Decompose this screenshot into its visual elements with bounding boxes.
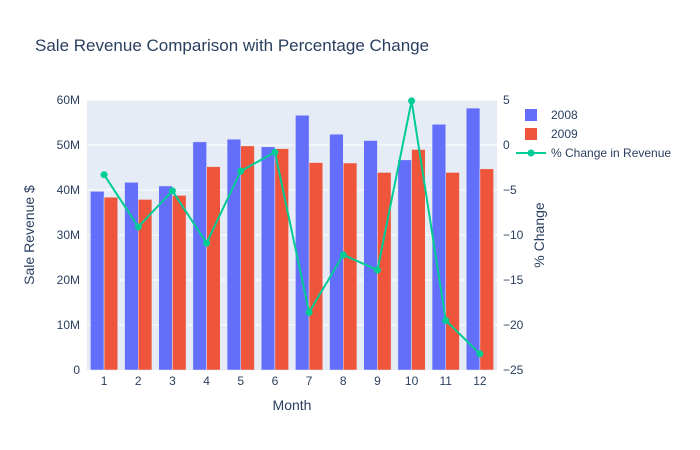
- y-tick-label: 20M: [57, 273, 80, 287]
- percent-change-point[interactable]: [237, 167, 245, 175]
- x-tick-label: 6: [272, 374, 279, 388]
- legend-label: 2008: [551, 108, 578, 122]
- bar-2008[interactable]: [466, 107, 481, 371]
- bar-2009[interactable]: [411, 149, 426, 371]
- x-tick-label: 7: [306, 374, 313, 388]
- bar-2008[interactable]: [158, 185, 173, 371]
- percent-change-point[interactable]: [442, 317, 450, 324]
- bar-2009[interactable]: [172, 195, 187, 371]
- x-axis-ticks: 1 2 3 4 5 6 7 8 9 10 11 12: [101, 374, 487, 388]
- bar-2009[interactable]: [479, 168, 494, 371]
- legend-item-3[interactable]: % Change in Revenue: [516, 146, 671, 160]
- bar-2008[interactable]: [397, 159, 412, 371]
- x-tick-label: 10: [405, 374, 419, 388]
- bar-2009[interactable]: [308, 162, 324, 371]
- y2-tick-label: 5: [503, 93, 510, 107]
- percent-change-point[interactable]: [408, 97, 416, 105]
- bar-2008[interactable]: [363, 140, 378, 371]
- percent-change-point[interactable]: [203, 239, 211, 247]
- y2-tick-label: −20: [503, 318, 524, 332]
- x-tick-label: 2: [135, 374, 142, 388]
- y-axis-title: Sale Revenue $: [21, 185, 37, 285]
- x-tick-label: 5: [237, 374, 244, 388]
- bar-2009[interactable]: [445, 172, 460, 371]
- x-tick-label: 9: [374, 374, 381, 388]
- x-tick-label: 3: [169, 374, 176, 388]
- y-tick-label: 60M: [57, 93, 80, 107]
- bars: [90, 107, 494, 371]
- y2-tick-label: −25: [503, 363, 524, 377]
- y-tick-label: 0: [73, 363, 80, 377]
- legend-item-2[interactable]: 2009: [525, 127, 578, 141]
- x-tick-label: 12: [473, 374, 487, 388]
- legend[interactable]: 2008 2009 % Change in Revenue: [516, 108, 671, 160]
- y-tick-label: 50M: [57, 138, 80, 152]
- percent-change-point[interactable]: [339, 251, 347, 259]
- legend-item-1[interactable]: 2008: [525, 108, 578, 122]
- legend-label: % Change in Revenue: [551, 146, 671, 160]
- legend-swatch: [525, 109, 537, 121]
- y-tick-label: 30M: [57, 228, 80, 242]
- y2-tick-label: −5: [503, 183, 517, 197]
- y2-tick-label: −10: [503, 228, 524, 242]
- bar-2009[interactable]: [138, 199, 153, 371]
- y-axis-ticks: 0 10M 20M 30M 40M 50M 60M: [57, 93, 81, 377]
- percent-change-polyline: [103, 100, 481, 355]
- bar-2009[interactable]: [240, 145, 255, 371]
- x-axis-title: Month: [273, 397, 312, 413]
- x-tick-label: 1: [101, 374, 108, 388]
- bar-2008[interactable]: [192, 141, 207, 371]
- y-tick-label: 40M: [57, 183, 80, 197]
- percent-change-point[interactable]: [134, 223, 142, 231]
- y-tick-label: 10M: [57, 318, 80, 332]
- y2-tick-label: 0: [503, 138, 510, 152]
- percent-change-point[interactable]: [476, 350, 484, 358]
- percent-change-line: [100, 97, 484, 358]
- percent-change-point[interactable]: [373, 266, 381, 274]
- y2-tick-label: −15: [503, 273, 524, 287]
- percent-change-point[interactable]: [168, 187, 176, 195]
- percent-change-point[interactable]: [271, 148, 279, 156]
- bar-2008[interactable]: [295, 115, 310, 371]
- legend-label: 2009: [551, 127, 578, 141]
- bar-2008[interactable]: [90, 191, 105, 371]
- percent-change-point[interactable]: [100, 171, 108, 179]
- legend-swatch: [525, 128, 537, 140]
- x-tick-label: 11: [440, 374, 453, 388]
- y2-axis-ticks: 5 0 −5 −10 −15 −20 −25: [503, 93, 524, 377]
- legend-marker: [527, 149, 535, 157]
- x-tick-label: 8: [340, 374, 347, 388]
- bar-2009[interactable]: [206, 166, 221, 371]
- x-tick-label: 4: [203, 374, 210, 388]
- bar-2008[interactable]: [261, 146, 276, 371]
- percent-change-point[interactable]: [305, 308, 313, 316]
- bar-2009[interactable]: [103, 196, 119, 371]
- bar-2009[interactable]: [343, 162, 358, 371]
- chart-title: Sale Revenue Comparison with Percentage …: [35, 36, 429, 55]
- y2-axis-title: % Change: [531, 202, 547, 268]
